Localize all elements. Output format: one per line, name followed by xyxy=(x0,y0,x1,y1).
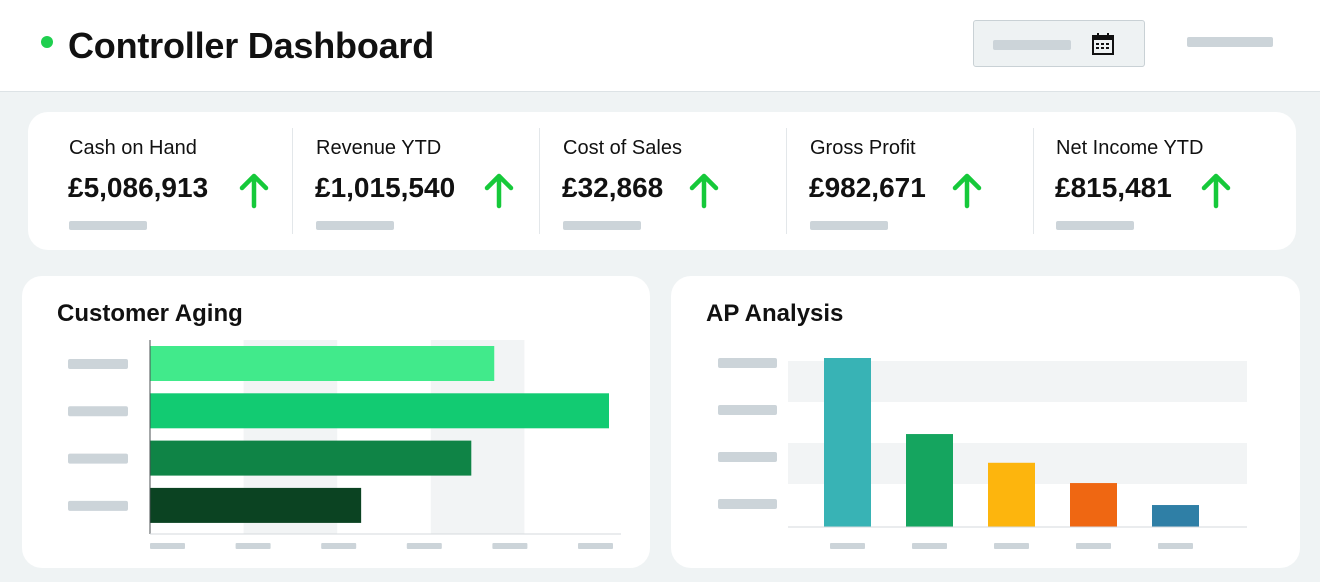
x-tick-label xyxy=(994,543,1029,549)
ap-analysis-title: AP Analysis xyxy=(706,300,844,327)
arrow-up-icon xyxy=(689,173,719,209)
ap-bar[interactable] xyxy=(988,462,1035,527)
user-menu-placeholder[interactable] xyxy=(1187,37,1273,47)
x-tick-label xyxy=(235,543,271,549)
kpi-sub-placeholder xyxy=(69,221,147,230)
kpi-label: Cost of Sales xyxy=(563,137,682,159)
x-tick-label xyxy=(912,543,947,549)
x-tick-label xyxy=(321,543,357,549)
ap-analysis-card: AP Analysis xyxy=(671,276,1300,568)
kpi-divider xyxy=(539,128,540,234)
kpi-strip: Cash on Hand £5,086,913 Revenue YTD £1,0… xyxy=(28,112,1296,250)
kpi-divider xyxy=(1033,128,1034,234)
ap-bar[interactable] xyxy=(906,434,953,527)
kpi-value: £815,481 xyxy=(1055,172,1172,203)
x-tick-label xyxy=(578,543,613,549)
y-tick-label xyxy=(68,359,128,369)
y-tick-label xyxy=(718,499,777,509)
x-tick-label xyxy=(492,543,528,549)
arrow-up-icon xyxy=(239,173,269,209)
y-tick-label xyxy=(68,500,128,511)
aging-bar[interactable] xyxy=(150,393,609,429)
y-tick-label xyxy=(718,405,777,415)
kpi-sub-placeholder xyxy=(563,221,641,230)
arrow-up-icon xyxy=(952,173,982,209)
kpi-label: Cash on Hand xyxy=(69,137,197,159)
kpi-value: £5,086,913 xyxy=(68,172,209,203)
header-bar: Controller Dashboard xyxy=(0,0,1320,92)
ap-bar[interactable] xyxy=(1152,505,1199,527)
calendar-icon[interactable] xyxy=(1092,33,1114,55)
aging-bar[interactable] xyxy=(150,346,495,381)
kpi-divider xyxy=(292,128,293,234)
kpi-sub-placeholder xyxy=(810,221,888,230)
x-tick-label xyxy=(406,543,442,549)
kpi-revenue-ytd[interactable]: Revenue YTD £1,015,540 xyxy=(292,112,539,250)
x-tick-label xyxy=(830,543,865,549)
y-tick-label xyxy=(718,358,777,368)
kpi-value: £1,015,540 xyxy=(315,172,456,203)
kpi-label: Net Income YTD xyxy=(1056,137,1204,159)
kpi-cost-of-sales[interactable]: Cost of Sales £32,868 xyxy=(539,112,786,250)
y-tick-label xyxy=(718,452,777,462)
customer-aging-chart xyxy=(68,340,621,549)
status-dot xyxy=(41,36,53,48)
arrow-up-icon xyxy=(484,173,514,209)
kpi-sub-placeholder xyxy=(1056,221,1134,230)
kpi-value: £32,868 xyxy=(562,172,664,203)
y-tick-label xyxy=(68,406,128,417)
customer-aging-card: Customer Aging xyxy=(22,276,650,568)
page-title: Controller Dashboard xyxy=(68,25,435,66)
date-picker[interactable] xyxy=(973,20,1145,67)
ap-analysis-chart xyxy=(718,358,1247,549)
y-tick-label xyxy=(68,453,128,464)
x-tick-label xyxy=(1158,543,1193,549)
kpi-gross-profit[interactable]: Gross Profit £982,671 xyxy=(786,112,1033,250)
kpi-divider xyxy=(786,128,787,234)
ap-bar[interactable] xyxy=(824,358,871,527)
x-tick-label xyxy=(1076,543,1111,549)
kpi-value: £982,671 xyxy=(809,172,926,203)
kpi-sub-placeholder xyxy=(316,221,394,230)
customer-aging-title: Customer Aging xyxy=(57,300,243,327)
kpi-cash-on-hand[interactable]: Cash on Hand £5,086,913 xyxy=(28,112,292,250)
kpi-net-income-ytd[interactable]: Net Income YTD £815,481 xyxy=(1033,112,1296,250)
aging-bar[interactable] xyxy=(150,487,362,523)
arrow-up-icon xyxy=(1201,173,1231,209)
x-tick-label xyxy=(150,543,185,549)
kpi-label: Revenue YTD xyxy=(316,137,442,159)
aging-bar[interactable] xyxy=(150,440,472,476)
date-value-placeholder xyxy=(993,40,1071,50)
kpi-label: Gross Profit xyxy=(810,137,916,159)
ap-bar[interactable] xyxy=(1070,483,1117,527)
